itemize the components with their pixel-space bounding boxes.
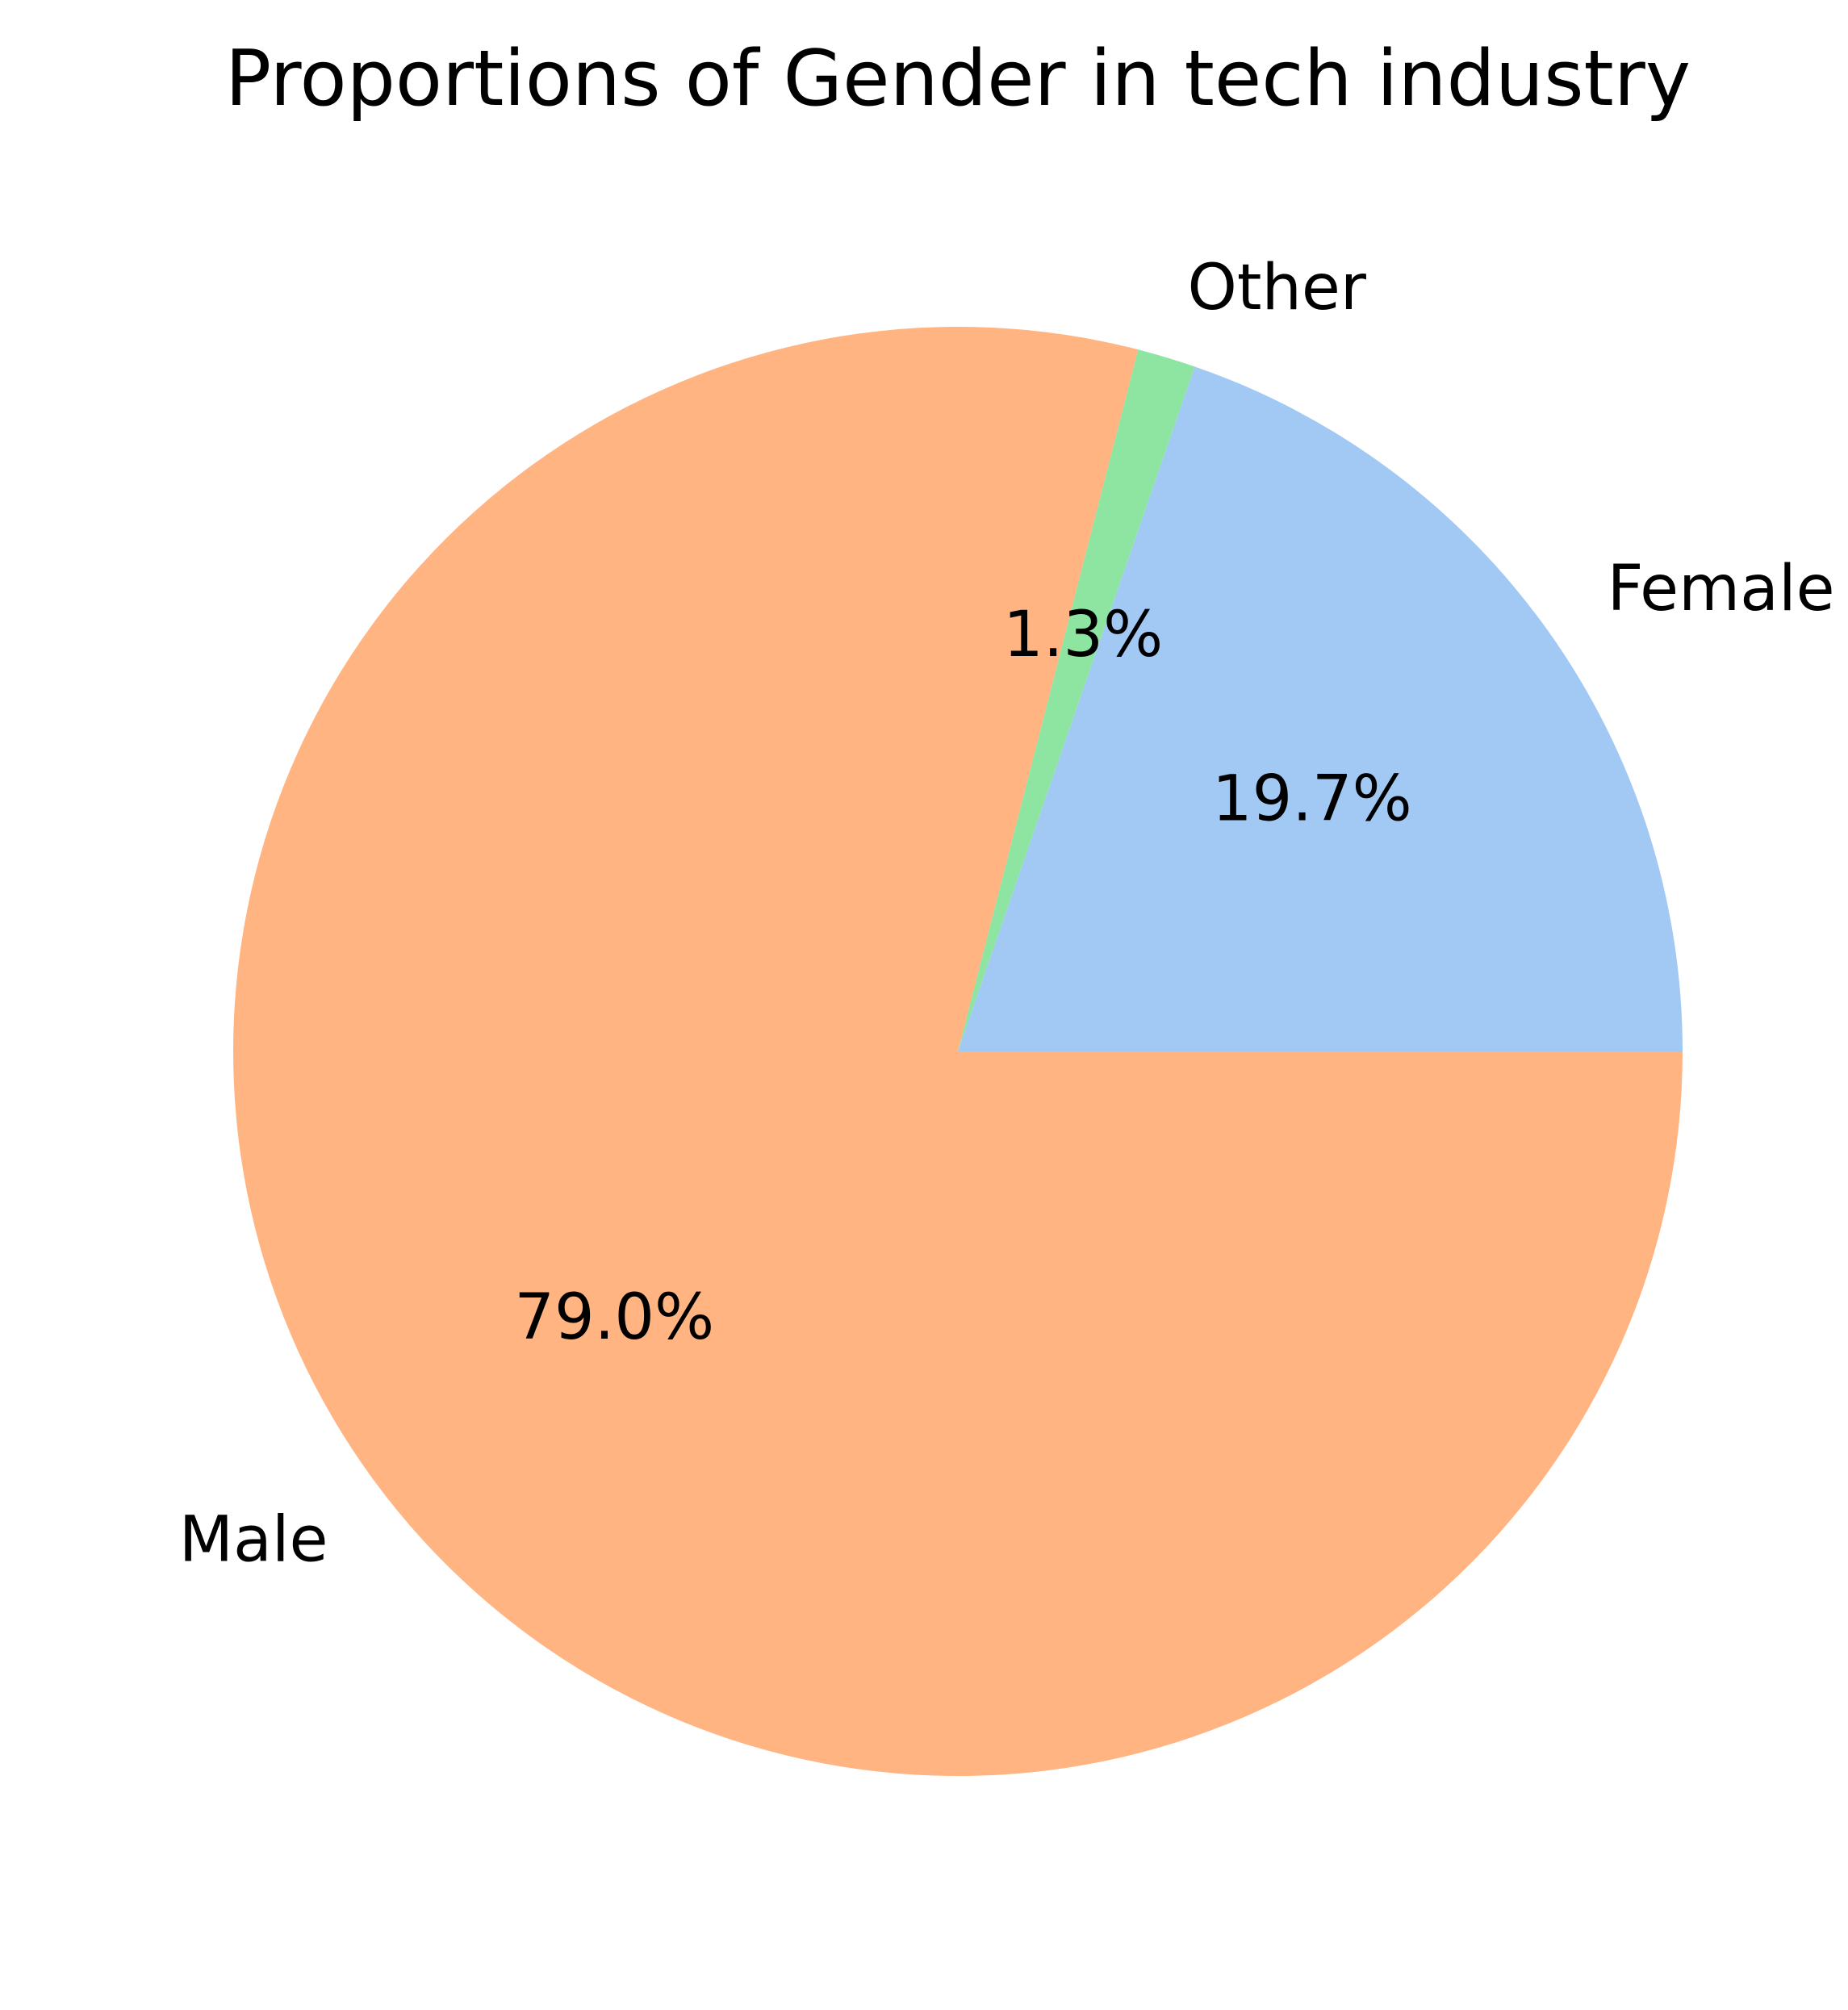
slice-label-male: Male bbox=[179, 1503, 328, 1576]
pie-slices bbox=[233, 327, 1683, 1777]
pie-labels: Female 19.7% Other 1.3% Male 79.0% bbox=[179, 252, 1835, 1576]
pct-label-male: 79.0% bbox=[514, 1281, 714, 1354]
slice-label-female: Female bbox=[1608, 553, 1835, 625]
chart-title: Proportions of Gender in tech industry bbox=[225, 35, 1691, 123]
slice-label-other: Other bbox=[1188, 252, 1367, 324]
pct-label-female: 19.7% bbox=[1212, 763, 1412, 835]
slice-other bbox=[958, 349, 1195, 1052]
slice-female bbox=[958, 366, 1683, 1051]
pct-label-other: 1.3% bbox=[1003, 599, 1163, 671]
slice-male bbox=[233, 327, 1683, 1777]
